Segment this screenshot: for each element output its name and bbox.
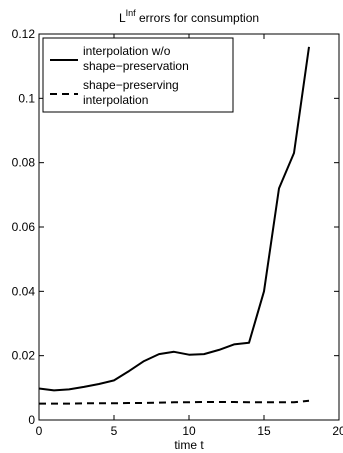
title-rest: errors for consumption [136, 11, 259, 25]
y-tick-label: 0 [28, 413, 35, 427]
legend-label-shape-preserving-line1: shape−preserving [83, 78, 179, 92]
x-tick-label: 10 [182, 424, 196, 438]
chart-title: LInf errors for consumption [119, 8, 259, 25]
y-axis: 0 0.02 0.04 0.06 0.08 0.1 0.12 [12, 27, 339, 427]
series-line-interpolation [38, 46, 310, 392]
y-tick-label: 0.12 [12, 27, 36, 41]
y-tick-label: 0.04 [12, 284, 36, 298]
x-tick-label: 5 [111, 424, 118, 438]
y-tick-label: 0.06 [12, 220, 36, 234]
legend: interpolation w/o shape−preservation sha… [42, 37, 234, 113]
legend-box [42, 37, 234, 113]
x-axis-title: time t [174, 438, 204, 452]
series-line-shape-preserving [39, 399, 310, 405]
x-tick-label: 15 [257, 424, 271, 438]
legend-label-shape-preserving-line2: interpolation [83, 93, 148, 107]
x-tick-label: 20 [332, 424, 343, 438]
title-main: L [119, 11, 126, 25]
y-tick-label: 0.1 [18, 91, 35, 105]
y-tick-label: 0.08 [12, 156, 36, 170]
x-axis: 0 5 10 15 20 [36, 34, 343, 438]
y-tick-label: 0.02 [12, 349, 36, 363]
legend-label-interpolation-line2: shape−preservation [83, 59, 189, 73]
legend-label-interpolation-line1: interpolation w/o [83, 44, 171, 58]
title-superscript: Inf [126, 8, 137, 18]
x-tick-label: 0 [36, 424, 43, 438]
series-layer [38, 46, 310, 405]
